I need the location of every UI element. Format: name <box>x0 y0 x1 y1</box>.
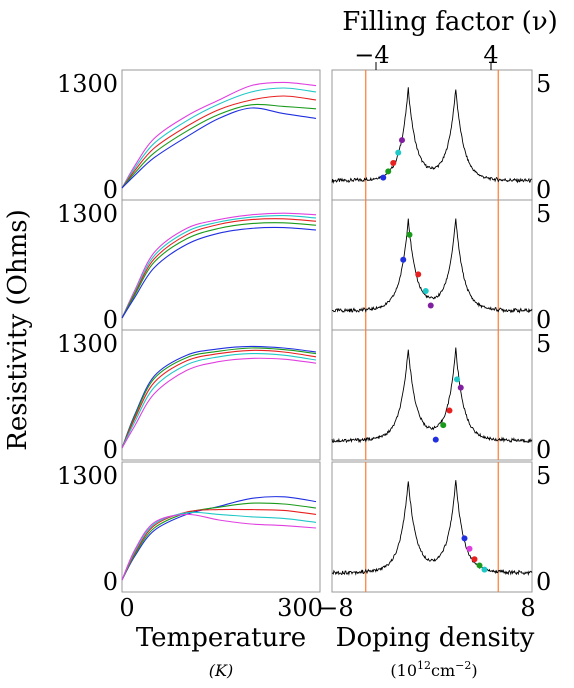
doping-panel-2: 50 <box>331 199 551 334</box>
doping-trace <box>331 347 533 444</box>
doping-unit-mid: cm <box>431 661 455 680</box>
doping-unit-base: (10 <box>390 661 417 680</box>
y-tick-label: 1300 <box>57 462 118 490</box>
doping-point <box>422 287 429 294</box>
panel-frame <box>121 329 321 461</box>
temperature-series-line <box>121 81 317 189</box>
top-tick-right-label: 4 <box>483 41 498 69</box>
doping-point <box>457 384 464 391</box>
temperature-series-line <box>121 212 317 319</box>
temperature-series-line <box>121 357 317 449</box>
doping-point <box>471 556 478 563</box>
doping-trace <box>331 218 533 314</box>
x-tick-label: 0 <box>119 594 134 622</box>
doping-point <box>380 174 387 181</box>
doping-point <box>399 137 405 144</box>
y-tick-label: 0 <box>103 306 118 334</box>
doping-point <box>440 422 447 429</box>
temperature-panel-3: 1300 0 <box>57 329 321 464</box>
temperature-series-line <box>121 349 317 449</box>
doping-point <box>481 566 488 573</box>
temperature-panel-4: 1300 0 <box>57 461 321 596</box>
temperature-series-line <box>121 95 317 189</box>
temperature-series-line <box>121 226 317 319</box>
doping-point <box>400 256 407 263</box>
doping-unit-close: ) <box>471 661 477 680</box>
doping-point <box>395 149 402 156</box>
temperature-panel-2: 1300 0 <box>57 199 321 334</box>
doping-trace <box>331 87 533 184</box>
x-tick-label: 300 <box>277 594 323 622</box>
temperature-series-line <box>121 103 317 189</box>
doping-point <box>454 376 460 383</box>
doping-point <box>476 562 483 569</box>
panel-frame <box>331 461 533 593</box>
x-tick-label: 8 <box>520 594 535 622</box>
filling-factor-axis-title: Filling factor (ν) <box>342 7 558 37</box>
temperature-series-line <box>121 511 317 581</box>
doping-point <box>415 271 422 278</box>
y-tick-label: 0 <box>103 568 118 596</box>
doping-panel-3: 50 <box>331 329 551 464</box>
y-tick-label: 0 <box>103 176 118 204</box>
panel-frame <box>121 461 321 593</box>
doping-point <box>385 168 392 175</box>
temperature-series-line <box>121 215 317 319</box>
temperature-series-line <box>121 107 317 189</box>
temperature-series-line <box>121 87 317 189</box>
doping-unit-exp1: 12 <box>417 659 431 672</box>
temperature-series-line <box>121 352 317 449</box>
y-tick-label: 1300 <box>57 200 118 228</box>
y-tick-label: 5 <box>536 70 551 98</box>
y-tick-label: 0 <box>536 436 551 464</box>
doping-point <box>406 231 413 238</box>
doping-axis-title: Doping density <box>336 623 535 653</box>
panel-frame <box>331 329 533 461</box>
temperature-axis-unit: (K) <box>209 661 233 680</box>
y-tick-label: 5 <box>536 330 551 358</box>
y-tick-label: 0 <box>536 176 551 204</box>
doping-panel-1: 50 <box>331 69 551 204</box>
temperature-series-line <box>121 513 317 581</box>
doping-point <box>461 535 468 542</box>
y-tick-label: 0 <box>536 306 551 334</box>
doping-point <box>432 436 439 443</box>
doping-point <box>446 407 453 414</box>
doping-point <box>427 302 434 309</box>
doping-panel-4: 50 <box>331 461 551 596</box>
temperature-axis-title: Temperature <box>136 623 306 653</box>
temperature-series-line <box>121 502 317 581</box>
y-tick-label: 0 <box>536 568 551 596</box>
doping-trace <box>331 480 533 576</box>
temperature-series-line <box>121 222 317 319</box>
y-tick-label: 5 <box>536 200 551 228</box>
temperature-series-line <box>121 347 317 449</box>
y-tick-label: 5 <box>536 462 551 490</box>
resistivity-axis-title: Resistivity (Ohms) <box>3 209 33 450</box>
top-tick-left-label: −4 <box>354 41 389 69</box>
doping-unit-exp2: −2 <box>455 659 471 672</box>
temperature-series-line <box>121 508 317 581</box>
y-tick-label: 1300 <box>57 70 118 98</box>
panel-frame <box>121 69 321 201</box>
x-tick-label: −8 <box>318 594 353 622</box>
y-tick-label: 0 <box>103 436 118 464</box>
doping-point <box>466 545 473 552</box>
temperature-series-line <box>121 345 317 449</box>
temperature-series-line <box>121 218 317 319</box>
y-tick-label: 1300 <box>57 330 118 358</box>
temperature-panel-1: 1300 0 <box>57 69 321 204</box>
doping-point <box>390 160 397 167</box>
doping-axis-unit: (1012cm−2) <box>390 659 477 680</box>
